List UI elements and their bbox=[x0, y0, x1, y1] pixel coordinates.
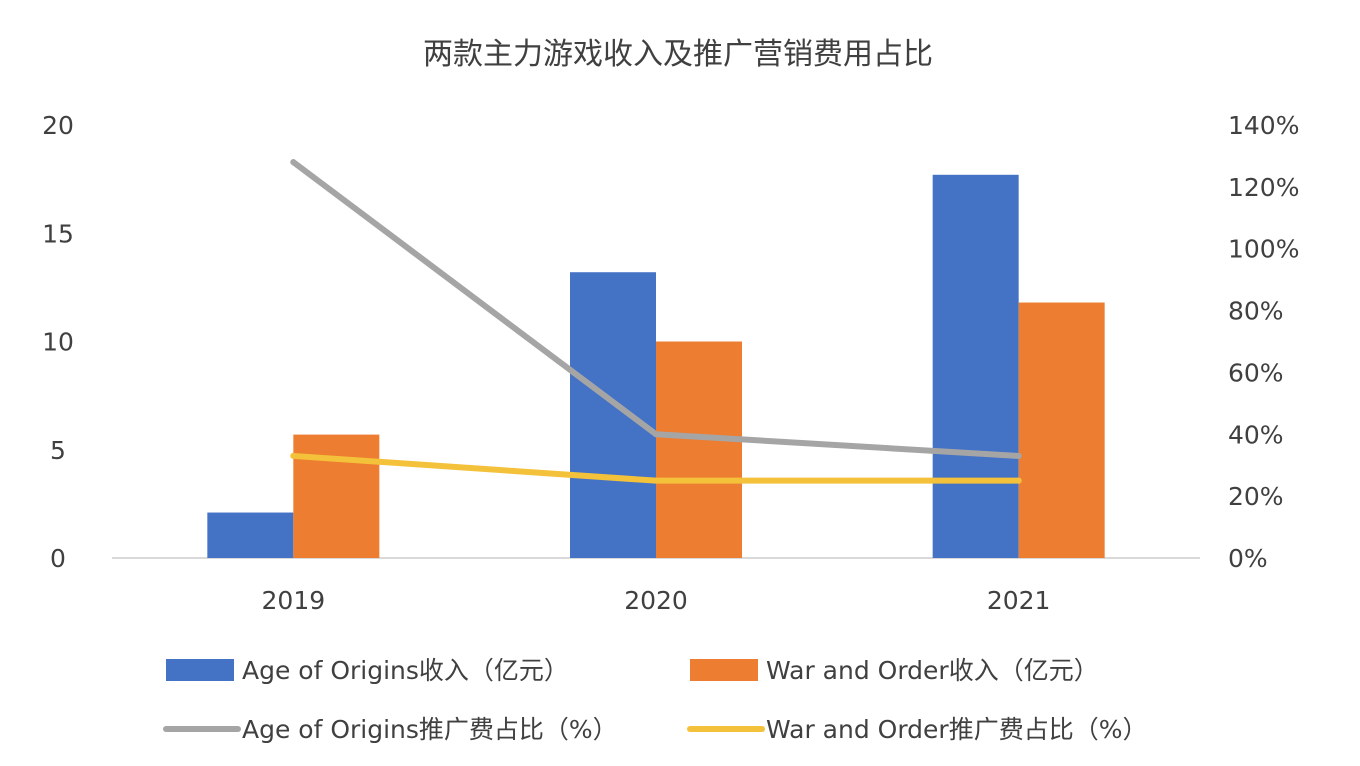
left-tick-label: 15 bbox=[42, 219, 74, 248]
legend-label: Age of Origins推广费占比（%） bbox=[242, 715, 618, 744]
line-point bbox=[1015, 452, 1022, 459]
line-point bbox=[1015, 477, 1022, 484]
bar-war-and-order-2020 bbox=[656, 341, 742, 558]
x-tick-label: 2020 bbox=[624, 586, 688, 615]
x-axis: 2019 2020 2021 bbox=[262, 586, 1051, 615]
bar-series-group bbox=[207, 174, 1105, 559]
bar-age-of-origins-2019 bbox=[207, 512, 294, 558]
line-point bbox=[653, 431, 659, 438]
right-y-axis: 0% 20% 40% 60% 80% 100% 120% 140% bbox=[1228, 111, 1299, 573]
bar-war-and-order-2021 bbox=[1018, 302, 1105, 558]
legend-swatch bbox=[166, 659, 234, 681]
legend-label: War and Order推广费占比（%） bbox=[766, 715, 1147, 744]
right-tick-label: 40% bbox=[1228, 420, 1284, 449]
x-tick-label: 2021 bbox=[987, 586, 1051, 615]
left-tick-label: 10 bbox=[42, 328, 74, 357]
left-tick-label: 20 bbox=[42, 111, 74, 140]
right-tick-label: 140% bbox=[1228, 111, 1299, 140]
legend-label: Age of Origins收入（亿元） bbox=[242, 656, 569, 685]
legend-swatch bbox=[690, 659, 758, 681]
bar-age-of-origins-2020 bbox=[570, 272, 656, 558]
chart-title: 两款主力游戏收入及推广营销费用占比 bbox=[423, 37, 933, 72]
line-point bbox=[290, 452, 297, 459]
x-tick-label: 2019 bbox=[262, 586, 326, 615]
right-tick-label: 60% bbox=[1228, 358, 1284, 387]
left-tick-label: 5 bbox=[50, 436, 66, 465]
left-tick-label: 0 bbox=[50, 544, 66, 573]
left-y-axis: 0 5 10 15 20 bbox=[42, 111, 74, 573]
line-point bbox=[653, 477, 659, 484]
legend-label: War and Order收入（亿元） bbox=[766, 656, 1099, 685]
line-series-group bbox=[290, 159, 1022, 484]
right-tick-label: 0% bbox=[1228, 544, 1268, 573]
legend: Age of Origins收入（亿元） War and Order收入（亿元） A… bbox=[163, 656, 1147, 744]
bar-age-of-origins-2021 bbox=[932, 174, 1019, 559]
line-point bbox=[290, 159, 297, 166]
right-tick-label: 100% bbox=[1228, 235, 1299, 264]
right-tick-label: 80% bbox=[1228, 297, 1284, 326]
right-tick-label: 20% bbox=[1228, 482, 1284, 511]
bar-war-and-order-2019 bbox=[293, 434, 380, 558]
right-tick-label: 120% bbox=[1228, 173, 1299, 202]
